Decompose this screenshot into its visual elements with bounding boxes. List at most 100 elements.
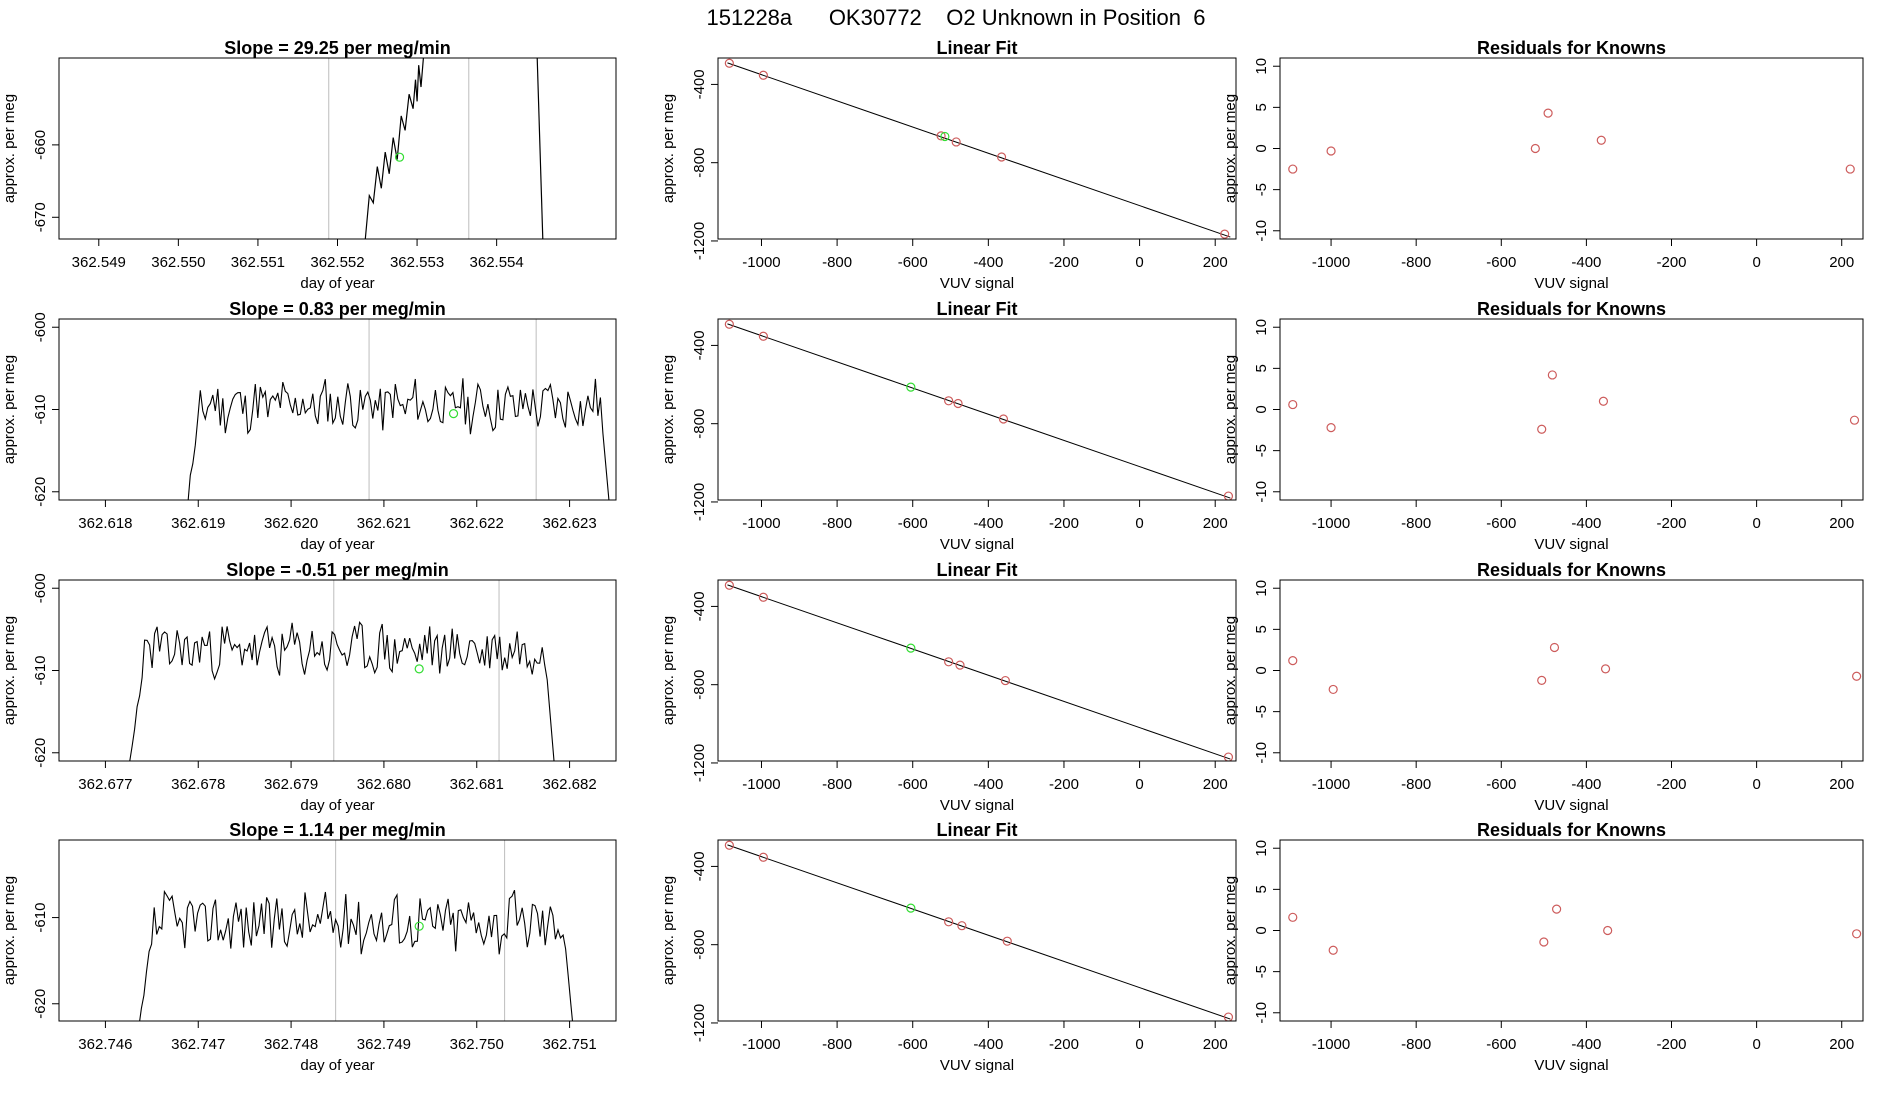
known-point (1852, 671, 1862, 681)
y-tick-label: 5 (1253, 625, 1270, 633)
y-tick-label: -800 (691, 930, 708, 960)
unknown-point (414, 921, 424, 931)
chart-panel-7: Linear Fit VUV signal approx. per meg -1000… (660, 560, 1237, 814)
plot-frame (1279, 318, 1864, 501)
x-axis-label: day of year (300, 275, 374, 292)
fit-line (727, 584, 1231, 760)
chart-panel-10: Residuals for Knowns VUV signal approx. pe… (1222, 299, 1864, 553)
x-tick-label: -1000 (742, 776, 780, 793)
known-point (1600, 664, 1611, 674)
chart-panel-2: Slope = 0.83 per meg/min day of year appro… (1, 299, 617, 553)
x-tick-label: -800 (1401, 1036, 1431, 1053)
x-tick-label: -200 (1656, 776, 1686, 793)
x-tick-label: 362.618 (78, 515, 132, 532)
known-point (1288, 399, 1298, 410)
y-tick-label: -610 (32, 655, 49, 685)
known-point (1537, 424, 1547, 434)
x-tick-label: 0 (1135, 1036, 1143, 1053)
plot-frame (58, 57, 617, 240)
y-tick-label: -400 (691, 69, 708, 99)
x-tick-label: 362.682 (542, 776, 596, 793)
known-point (1288, 656, 1298, 666)
x-tick-label: -200 (1049, 515, 1079, 532)
plot-frame (1279, 57, 1864, 240)
y-axis-label: approx. per meg (1222, 876, 1239, 985)
y-tick-label: 5 (1253, 364, 1270, 372)
x-tick-label: -800 (822, 776, 852, 793)
x-tick-label: -200 (1049, 254, 1079, 271)
chart-title: Residuals for Knowns (1477, 560, 1666, 580)
y-tick-label: -400 (691, 851, 708, 881)
y-axis-label: approx. per meg (1, 876, 18, 985)
x-axis-label: day of year (300, 797, 374, 814)
unknown-point (906, 643, 916, 653)
x-tick-label: 362.619 (171, 515, 225, 532)
x-tick-label: -400 (1571, 776, 1601, 793)
x-tick-label: -600 (1486, 254, 1516, 271)
known-point (944, 917, 954, 927)
x-tick-label: 362.623 (542, 515, 596, 532)
y-tick-label: -660 (32, 130, 49, 160)
known-point (998, 414, 1009, 424)
chart-panel-6: Linear Fit VUV signal approx. per meg -1000… (660, 299, 1237, 553)
x-tick-label: -400 (973, 254, 1003, 271)
x-tick-label: -800 (1401, 254, 1431, 271)
plot-frame (58, 579, 617, 762)
known-point (724, 580, 734, 590)
y-tick-label: -620 (32, 477, 49, 507)
x-tick-label: 0 (1135, 776, 1143, 793)
y-axis-label: approx. per meg (660, 355, 677, 464)
chart-title: Residuals for Knowns (1477, 299, 1666, 319)
y-tick-label: 0 (1253, 926, 1270, 934)
y-tick-label: -10 (1253, 481, 1270, 503)
y-tick-label: 10 (1253, 58, 1270, 75)
known-point (1552, 904, 1562, 914)
chart-title: Linear Fit (936, 820, 1017, 840)
known-point (957, 921, 967, 931)
x-tick-label: -1000 (1312, 1036, 1350, 1053)
plot-frame (58, 839, 617, 1022)
known-point (944, 396, 954, 406)
chart-title: Slope = 1.14 per meg/min (229, 820, 446, 840)
series-line (536, 58, 544, 239)
series-line (129, 620, 555, 761)
fit-line (727, 844, 1231, 1020)
known-point (724, 840, 734, 850)
unknown-point (940, 131, 950, 142)
known-point (1328, 684, 1338, 695)
x-tick-label: 362.549 (72, 254, 126, 271)
y-tick-label: -5 (1253, 183, 1270, 196)
x-tick-label: -600 (1486, 776, 1516, 793)
x-tick-label: 362.551 (231, 254, 285, 271)
chart-title: Slope = 29.25 per meg/min (224, 38, 451, 58)
x-tick-label: 200 (1829, 1036, 1854, 1053)
x-tick-label: 362.747 (171, 1036, 225, 1053)
y-tick-label: -800 (691, 409, 708, 439)
known-point (1549, 642, 1560, 653)
x-axis-label: VUV signal (940, 536, 1014, 553)
known-point (1288, 912, 1298, 922)
y-axis-label: approx. per meg (1222, 94, 1239, 203)
y-tick-label: -400 (691, 330, 708, 360)
unknown-point (394, 152, 405, 162)
known-point (944, 657, 954, 667)
x-tick-label: 0 (1135, 515, 1143, 532)
known-point (1220, 229, 1230, 239)
x-tick-label: -600 (898, 1036, 928, 1053)
chart-panel-3: Slope = -0.51 per meg/min day of year appr… (1, 560, 617, 814)
known-point (1852, 929, 1862, 939)
known-point (1849, 415, 1860, 425)
plot-frame (1279, 839, 1864, 1022)
x-tick-label: 362.678 (171, 776, 225, 793)
y-tick-label: 0 (1253, 405, 1270, 413)
fit-line (727, 323, 1231, 499)
x-tick-label: 362.677 (78, 776, 132, 793)
known-point (1845, 164, 1855, 174)
x-axis-label: day of year (300, 536, 374, 553)
plot-frame (717, 839, 1237, 1022)
x-tick-label: 362.750 (450, 1036, 504, 1053)
known-point (936, 131, 946, 141)
known-point (1530, 143, 1540, 154)
x-tick-label: -1000 (1312, 515, 1350, 532)
x-tick-label: -800 (822, 254, 852, 271)
